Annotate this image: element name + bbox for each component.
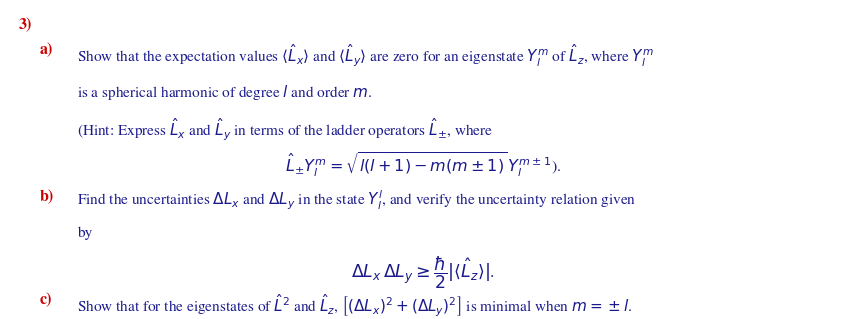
- Text: $\hat{L}_{\pm}Y_l^m = \sqrt{l(l+1) - m(m\pm 1)}\,Y_l^{m\pm 1}$).: $\hat{L}_{\pm}Y_l^m = \sqrt{l(l+1) - m(m…: [285, 151, 562, 179]
- Text: is a spherical harmonic of degree $l$ and order $m$.: is a spherical harmonic of degree $l$ an…: [76, 83, 372, 102]
- Text: b): b): [40, 189, 54, 204]
- Text: $\Delta L_x\,\Delta L_y \geq \dfrac{\hbar}{2}|\langle\hat{L}_z\rangle|$.: $\Delta L_x\,\Delta L_y \geq \dfrac{\hba…: [352, 255, 495, 291]
- Text: c): c): [40, 292, 53, 307]
- Text: Find the uncertainties $\Delta L_x$ and $\Delta L_y$ in the state $Y_l^l$, and v: Find the uncertainties $\Delta L_x$ and …: [76, 189, 636, 212]
- Text: 3): 3): [19, 17, 32, 32]
- Text: Show that the expectation values $\langle\hat{L}_x\rangle$ and $\langle\hat{L}_y: Show that the expectation values $\langl…: [76, 42, 653, 69]
- Text: a): a): [40, 42, 53, 57]
- Text: (Hint: Express $\hat{L}_x$ and $\hat{L}_y$ in terms of the ladder operators $\ha: (Hint: Express $\hat{L}_x$ and $\hat{L}_…: [76, 116, 493, 143]
- Text: by: by: [76, 227, 92, 240]
- Text: Show that for the eigenstates of $\hat{L}^2$ and $\hat{L}_z$, $\left[(\Delta L_x: Show that for the eigenstates of $\hat{L…: [76, 292, 633, 319]
